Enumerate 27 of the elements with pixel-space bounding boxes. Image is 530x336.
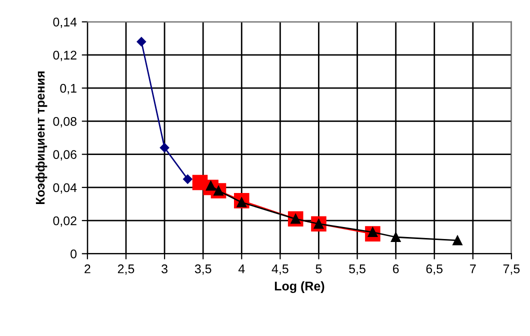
y-tick-label: 0,04 xyxy=(53,183,77,194)
x-tick-label: 3 xyxy=(162,264,168,274)
x-tick-label: 4 xyxy=(238,264,245,274)
x-tick-label: 6,5 xyxy=(426,264,443,275)
x-tick-label: 5 xyxy=(316,264,322,274)
x-tick-label: 2 xyxy=(84,264,90,274)
x-tick-label: 7,5 xyxy=(503,264,520,275)
x-tick-label: 6 xyxy=(392,264,399,274)
point xyxy=(390,232,401,242)
y-tick-label: 0,12 xyxy=(53,50,76,62)
y-tick-label: 0,06 xyxy=(53,150,76,160)
x-tick-label: 4,5 xyxy=(272,264,288,275)
y-tick-label: 0 xyxy=(70,249,77,258)
x-tick-label: 3,5 xyxy=(194,264,212,275)
point xyxy=(136,37,146,46)
x-tick-label: 2,5 xyxy=(118,264,134,275)
point xyxy=(183,174,192,184)
point xyxy=(160,143,170,152)
x-tick-label: 7 xyxy=(470,264,476,274)
y-tick-label: 0,14 xyxy=(53,18,77,28)
y-tick-label: 0,1 xyxy=(60,84,76,94)
y-axis-title: Коэффициент трения xyxy=(36,72,48,204)
y-tick-label: 0,08 xyxy=(53,117,76,128)
x-tick-label: 5,5 xyxy=(349,264,366,275)
point xyxy=(452,236,462,246)
x-axis-title: Log (Re) xyxy=(274,281,324,294)
y-tick-label: 0,02 xyxy=(53,216,76,227)
